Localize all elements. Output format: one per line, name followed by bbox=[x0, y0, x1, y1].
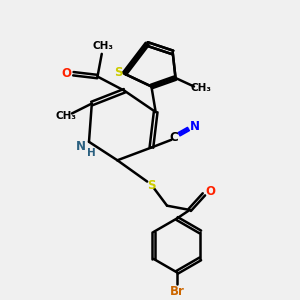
Text: S: S bbox=[147, 179, 156, 192]
Text: H: H bbox=[87, 148, 96, 158]
Text: CH₃: CH₃ bbox=[190, 83, 212, 93]
Text: S: S bbox=[114, 66, 122, 79]
Text: CH₃: CH₃ bbox=[56, 111, 77, 121]
Text: N: N bbox=[190, 120, 200, 133]
Text: O: O bbox=[205, 185, 215, 198]
Text: C: C bbox=[170, 131, 178, 144]
Text: N: N bbox=[76, 140, 86, 153]
Text: O: O bbox=[61, 67, 71, 80]
Text: Br: Br bbox=[169, 285, 184, 298]
Text: CH₃: CH₃ bbox=[93, 41, 114, 51]
